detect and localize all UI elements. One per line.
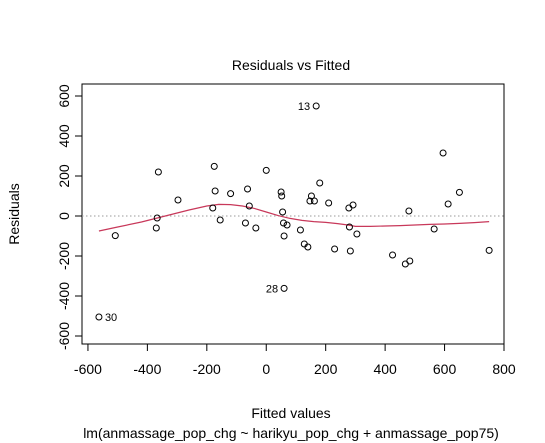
smooth-line	[98, 203, 490, 232]
x-tick-label: -600	[74, 361, 102, 377]
data-point	[316, 179, 324, 187]
y-tick-label: -200	[56, 242, 72, 270]
x-tick-label: 200	[314, 361, 338, 377]
x-tick-label: -200	[193, 361, 221, 377]
data-point	[310, 197, 318, 205]
x-tick-label: -400	[133, 361, 161, 377]
y-axis: -600 -400 -200 0 200 400 600	[56, 84, 83, 350]
data-point	[346, 247, 354, 255]
point-label: 28	[266, 283, 278, 295]
data-point	[280, 232, 288, 240]
data-point	[154, 168, 162, 176]
data-points	[95, 102, 493, 321]
data-point	[455, 188, 463, 196]
data-point	[216, 216, 224, 224]
data-point	[227, 190, 235, 198]
x-axis: -600 -400 -200 0 200 400 600 800	[74, 343, 516, 377]
data-point	[405, 207, 413, 215]
data-point	[241, 219, 249, 227]
chart-title: Residuals vs Fitted	[232, 57, 350, 73]
data-point	[277, 188, 285, 196]
data-point	[245, 202, 253, 210]
data-point	[439, 149, 447, 157]
point-label: 13	[298, 101, 310, 113]
data-point	[345, 204, 353, 212]
data-point	[111, 232, 119, 240]
data-point	[353, 230, 361, 238]
data-point	[210, 162, 218, 170]
data-point	[279, 208, 287, 216]
data-point	[296, 226, 304, 234]
data-point	[304, 243, 312, 251]
data-point	[325, 199, 333, 207]
data-point	[283, 221, 291, 229]
data-point	[174, 196, 182, 204]
data-point	[307, 192, 315, 200]
data-point	[430, 225, 438, 233]
x-tick-label: 400	[373, 361, 397, 377]
x-tick-label: 0	[262, 361, 270, 377]
data-point	[209, 204, 217, 212]
data-point	[244, 185, 252, 193]
data-point	[278, 192, 286, 200]
x-tick-label: 600	[433, 361, 457, 377]
data-point	[406, 257, 414, 265]
chart-subtitle: lm(anmassage_pop_chg ~ harikyu_pop_chg +…	[83, 425, 499, 441]
data-point	[152, 224, 160, 232]
data-point	[485, 246, 493, 254]
data-point	[389, 251, 397, 259]
data-point	[306, 197, 314, 205]
data-point	[280, 284, 288, 292]
y-tick-label: -600	[56, 322, 72, 350]
y-tick-label: -400	[56, 282, 72, 310]
data-point	[444, 200, 452, 208]
data-point	[252, 224, 260, 232]
y-axis-label: Residuals	[6, 183, 22, 244]
x-tick-label: 800	[492, 361, 516, 377]
y-tick-label: 200	[56, 164, 72, 188]
y-tick-label: 400	[56, 124, 72, 148]
data-point	[153, 214, 161, 222]
point-labels: 13 28 30	[105, 101, 310, 324]
data-point	[211, 187, 219, 195]
data-point	[262, 166, 270, 174]
y-tick-label: 600	[56, 84, 72, 108]
data-point	[279, 219, 287, 227]
plot-frame	[81, 83, 505, 345]
data-point	[331, 245, 339, 253]
data-point	[345, 223, 353, 231]
data-point	[95, 313, 103, 321]
data-point	[312, 102, 320, 110]
y-tick-label: 0	[56, 212, 72, 220]
data-point	[349, 201, 357, 209]
x-axis-label: Fitted values	[251, 405, 330, 421]
point-label: 30	[105, 312, 117, 324]
